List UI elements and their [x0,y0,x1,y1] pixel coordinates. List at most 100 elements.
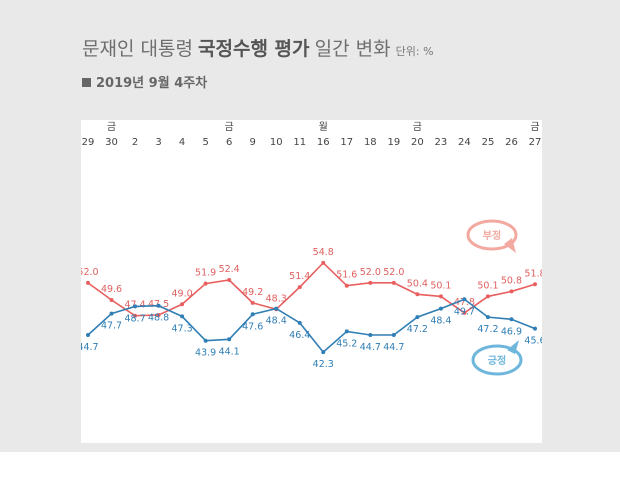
day-tick-label: 3 [155,137,161,148]
day-tick-label: 5 [202,137,208,148]
square-bullet-icon [82,78,91,87]
day-tick-label: 29 [82,137,95,148]
day-tick-label: 30 [105,137,118,148]
negative-data-label: 51.8 [524,268,542,279]
negative-point [297,285,302,290]
positive-series: 44.747.748.748.847.343.944.147.648.446.4… [81,297,542,370]
day-tick-label: 26 [505,137,518,148]
positive-data-label: 48.8 [148,313,169,324]
negative-data-label: 52.0 [360,267,381,278]
positive-point [509,317,514,322]
positive-data-label: 43.9 [195,348,216,359]
day-labels: 29 30 2 3 4 5 6 9 10 11 16 17 18 19 20 23 24 25 26 27 [82,137,542,148]
negative-data-label: 48.3 [266,293,287,304]
day-tick-label: 9 [249,137,255,148]
positive-data-label: 48.4 [266,316,287,327]
positive-point [227,337,232,342]
positive-data-label: 44.7 [383,342,404,353]
negative-point [485,294,490,299]
negative-data-label: 49.6 [101,284,122,295]
chart-title: 문재인 대통령 국정수행 평가 일간 변화 단위: % [82,34,434,61]
positive-point [462,297,467,302]
negative-point [438,294,443,299]
positive-point [133,304,138,309]
negative-data-label: 54.8 [313,247,334,258]
day-tick-label: 27 [529,137,542,148]
negative-point [109,298,114,302]
day-tick-label: 17 [340,137,353,148]
negative-data-label: 51.4 [289,271,310,282]
positive-point [180,314,185,319]
negative-line [87,261,536,317]
positive-point [438,306,443,311]
positive-point [415,315,420,320]
negative-point [415,292,420,297]
positive-point [250,312,255,317]
positive-point [321,350,326,355]
title-part3: 일간 변화 [314,38,391,60]
weekday-label: 금 [413,121,422,133]
day-tick-label: 16 [317,137,330,148]
weekday-label: 금 [107,121,116,133]
negative-data-label: 50.1 [477,280,498,291]
chart-panel: 문재인 대통령 국정수행 평가 일간 변화 단위: % 2019년 9월 4주차… [0,0,620,452]
positive-data-label: 45.6 [524,336,542,347]
negative-data-label: 49.2 [242,287,263,298]
negative-legend-bubble-label: 부정 [483,229,501,242]
day-tick-label: 11 [293,137,306,148]
negative-point [250,300,255,305]
negative-point [180,302,185,307]
title-part1: 문재인 대통령 [82,38,193,60]
day-tick-label: 19 [387,137,400,148]
positive-line [87,298,536,354]
positive-point [368,333,373,337]
negative-data-label: 52.0 [383,267,404,278]
positive-data-label: 44.1 [219,346,240,357]
unit-label: 단위: % [395,45,434,58]
negative-data-label: 51.9 [195,268,216,279]
day-tick-label: 4 [179,137,185,148]
subtitle-text: 2019년 9월 4주차 [96,76,208,91]
title-part2: 국정수행 평가 [198,38,310,60]
day-tick-label: 23 [435,137,448,148]
positive-point [156,303,161,308]
negative-point [227,278,232,282]
positive-data-label: 49.7 [454,306,475,317]
day-tick-label: 10 [270,137,283,148]
positive-point [391,333,396,337]
positive-point [203,338,208,343]
negative-data-label: 51.6 [336,270,357,281]
negative-point [156,313,161,317]
negative-series: 52.049.647.447.549.051.952.449.248.351.4… [81,247,542,318]
negative-data-label: 49.0 [172,288,193,299]
negative-point [133,313,138,318]
negative-data-label: 52.0 [81,267,99,278]
negative-point [86,280,90,285]
negative-point [321,260,326,265]
negative-data-label: 52.4 [219,264,240,275]
positive-point [86,333,90,337]
positive-data-label: 46.9 [501,326,522,337]
negative-point [509,289,514,294]
negative-data-label: 50.4 [407,278,428,289]
positive-point [109,311,114,316]
day-tick-label: 20 [411,137,424,148]
positive-data-label: 42.3 [313,359,334,370]
chart-subtitle: 2019년 9월 4주차 [82,72,207,91]
day-tick-label: 2 [132,137,138,148]
negative-point [462,310,467,315]
positive-data-label: 48.4 [430,316,451,327]
day-tick-label: 24 [458,137,471,148]
negative-data-label: 47.8 [454,297,475,308]
positive-point [485,315,490,320]
weekday-label: 월 [319,121,328,133]
positive-data-label: 47.2 [407,324,428,335]
negative-point [368,280,373,285]
day-tick-label: 25 [482,137,495,148]
positive-data-label: 47.2 [477,324,498,335]
positive-data-label: 45.2 [336,338,357,349]
